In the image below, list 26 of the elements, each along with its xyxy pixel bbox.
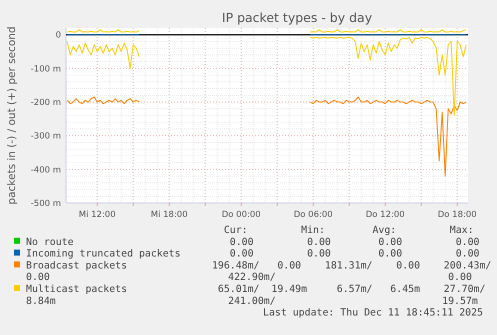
y-axis-title: packets in (-) / out (+) per second	[6, 26, 18, 205]
y-tick-label: -300 m	[30, 132, 61, 142]
legend-label: Multicast packets	[26, 284, 128, 295]
x-tick-label: Do 12:00	[366, 210, 405, 220]
legend-label: Incoming truncated packets	[26, 248, 181, 260]
text: 0.00 0.00 0.00 0.00	[206, 248, 480, 260]
text: 8.84m 241.00m/ 19.57m	[26, 296, 478, 307]
legend-label: No route	[26, 236, 74, 248]
y-tick-label: 0	[56, 30, 61, 41]
legend-label: Broadcast packets	[26, 260, 128, 272]
y-tick-label: -200 m	[30, 98, 61, 108]
y-tick-label: -400 m	[30, 165, 61, 176]
text: Cur: Min: Avg: Max:	[206, 225, 474, 236]
x-tick-label: Do 18:00	[438, 210, 477, 220]
x-tick-label: Mi 12:00	[78, 210, 116, 220]
text: 196.48m/ 0.00 181.31m/ 0.00 200.43m/	[206, 260, 492, 272]
x-tick-label: Do 00:00	[222, 210, 261, 220]
text: 65.01m/ 19.49m 6.57m/ 6.45m 27.70m/	[206, 284, 486, 295]
y-tick-label: -100 m	[30, 64, 61, 74]
text: Last update: Thu Dec 11 18:45:11 2025	[263, 308, 484, 319]
text: 0.00 422.90m/ 0.00	[26, 272, 472, 284]
x-tick-label: Do 06:00	[294, 210, 333, 220]
chart-title: IP packet types - by day	[222, 10, 373, 25]
y-tick-label: -500 m	[30, 199, 61, 209]
text: 0.00 0.00 0.00 0.00	[206, 236, 480, 248]
x-tick-label: Mi 18:00	[150, 210, 188, 220]
